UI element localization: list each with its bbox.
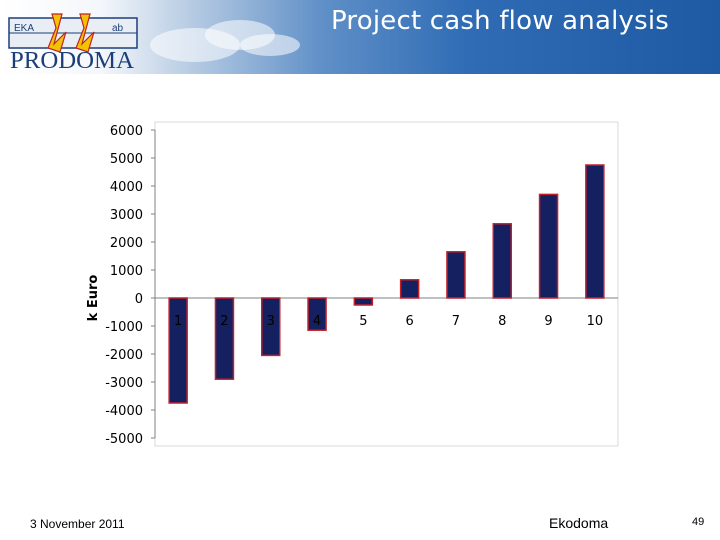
- bar-year-4: [307, 297, 327, 331]
- y-tick-label: 6000: [110, 124, 143, 139]
- x-tick-label: 6: [406, 314, 414, 329]
- page-number: 49: [692, 516, 705, 528]
- logo-right-tag: ab: [112, 23, 124, 34]
- y-tick-label: 4000: [110, 180, 143, 195]
- logo-wordmark: PRODOMA: [10, 48, 135, 70]
- footer-date: 3 November 2011: [30, 517, 125, 531]
- bar-year-6: [399, 279, 420, 299]
- x-tick-label: 8: [498, 314, 506, 329]
- bar-year-3: [261, 297, 281, 357]
- bar-year-9: [538, 193, 559, 299]
- cloud-decoration: [240, 34, 300, 56]
- footer-company: Ekodoma: [549, 515, 609, 531]
- y-tick-label: -2000: [105, 348, 143, 363]
- bar-year-10: [585, 164, 605, 299]
- x-tick-label: 4: [313, 314, 321, 329]
- bar-year-5: [353, 297, 374, 306]
- y-tick-label: 5000: [110, 152, 143, 167]
- logo-left-tag: EKA: [14, 23, 34, 34]
- header-banner: EKA ab PRODOMA Project cash flow analysi…: [0, 0, 720, 74]
- y-tick-label: 1000: [110, 264, 143, 279]
- x-tick-label: 1: [174, 314, 182, 329]
- bar-year-7: [446, 251, 466, 299]
- y-tick-label: -5000: [105, 432, 143, 447]
- y-tick-label: 2000: [110, 236, 143, 251]
- x-tick-label: 5: [359, 314, 367, 329]
- x-tick-label: 9: [544, 314, 552, 329]
- y-tick-label: -1000: [105, 320, 143, 335]
- page-title: Project cash flow analysis: [330, 6, 670, 36]
- bar-year-1: [168, 297, 188, 404]
- x-tick-label: 2: [220, 314, 228, 329]
- cash-flow-chart: 6000 5000 4000 3000 2000 1000 0 -1000 -2000 -3000…: [86, 121, 619, 447]
- y-tick-label: -4000: [105, 404, 143, 419]
- bar-year-2: [214, 297, 235, 380]
- x-tick-label: 10: [587, 314, 604, 329]
- x-tick-label: 7: [452, 314, 460, 329]
- y-tick-label: -3000: [105, 376, 143, 391]
- y-axis-title: k Euro: [86, 275, 101, 322]
- y-tick-label: 3000: [110, 208, 143, 223]
- y-tick-label: 0: [135, 292, 143, 307]
- prodoma-logo: EKA ab PRODOMA: [8, 13, 138, 70]
- bar-year-8: [492, 223, 512, 299]
- x-tick-label: 3: [267, 314, 275, 329]
